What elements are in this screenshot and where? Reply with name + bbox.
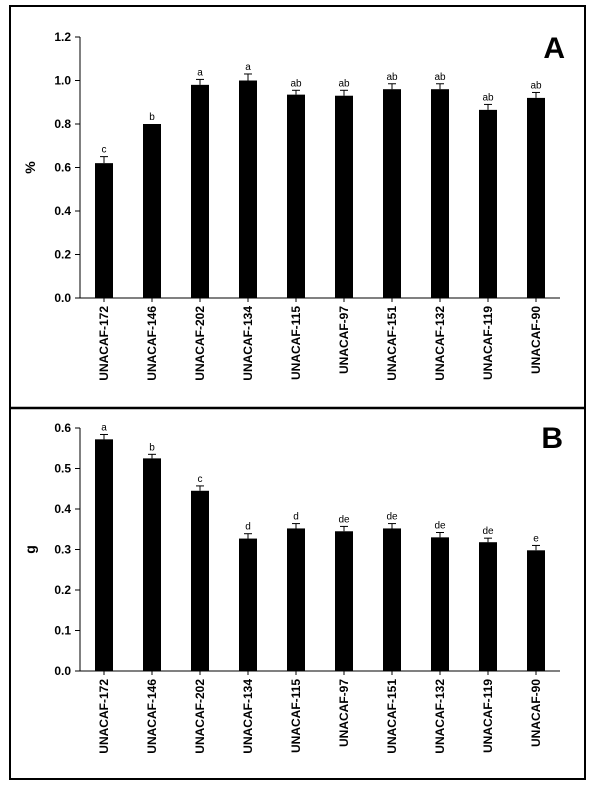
bar xyxy=(431,89,449,298)
category-label: UNACAF-146 xyxy=(145,306,159,381)
y-tick-label: 1.2 xyxy=(54,30,71,44)
significance-label: ab xyxy=(338,78,350,89)
category-label: UNACAF-134 xyxy=(241,679,255,754)
significance-label: d xyxy=(245,522,251,533)
y-tick-label: 0.1 xyxy=(54,624,71,638)
y-tick-label: 1.0 xyxy=(54,74,71,88)
bar xyxy=(383,89,401,298)
significance-label: a xyxy=(101,422,107,433)
category-label: UNACAF-172 xyxy=(97,306,111,381)
category-label: UNACAF-146 xyxy=(145,679,159,754)
significance-label: c xyxy=(198,474,203,485)
bar xyxy=(191,490,209,671)
bar xyxy=(95,163,113,298)
category-label: UNACAF-151 xyxy=(385,679,399,754)
significance-label: ab xyxy=(290,78,302,89)
category-label: UNACAF-132 xyxy=(433,679,447,754)
bar xyxy=(287,94,305,298)
category-label: UNACAF-97 xyxy=(337,306,351,374)
category-label: UNACAF-132 xyxy=(433,306,447,381)
y-tick-label: 0.0 xyxy=(54,664,71,678)
panel-b: 0.0 0.1 0.2 0.3 0.4 0.5 0.6 g Ba UNACAF-172 b UNACA… xyxy=(22,421,563,754)
category-label: UNACAF-90 xyxy=(529,306,543,374)
bar xyxy=(479,542,497,671)
bar xyxy=(143,458,161,671)
category-label: UNACAF-97 xyxy=(337,679,351,747)
significance-label: b xyxy=(149,112,155,123)
significance-label: a xyxy=(197,67,203,78)
y-tick-label: 0.8 xyxy=(54,117,71,131)
significance-label: c xyxy=(102,145,107,156)
category-label: UNACAF-172 xyxy=(97,679,111,754)
panel-a: 0.0 0.2 0.4 0.6 0.8 1.0 1.2% Ac UNACAF-172 b UNACA… xyxy=(22,30,565,381)
bar xyxy=(335,95,353,298)
bar xyxy=(191,84,209,298)
bar xyxy=(335,531,353,671)
significance-label: b xyxy=(149,442,155,453)
y-tick-label: 0.4 xyxy=(54,204,71,218)
y-axis-title: g xyxy=(22,545,38,554)
bar xyxy=(431,537,449,671)
significance-label: e xyxy=(533,533,539,544)
panel-a-frame xyxy=(9,5,586,409)
category-label: UNACAF-115 xyxy=(289,306,303,380)
bar xyxy=(479,109,497,298)
y-tick-label: 0.2 xyxy=(54,248,71,262)
significance-label: ab xyxy=(434,72,446,83)
bar xyxy=(143,124,161,298)
significance-label: d xyxy=(293,512,299,523)
bar xyxy=(239,538,257,671)
category-label: UNACAF-151 xyxy=(385,306,399,381)
significance-label: ab xyxy=(482,92,494,103)
category-label: UNACAF-119 xyxy=(481,679,495,753)
significance-label: de xyxy=(434,520,446,531)
panel-label: A xyxy=(543,32,565,65)
category-label: UNACAF-202 xyxy=(193,306,207,381)
y-tick-label: 0.3 xyxy=(54,543,71,557)
significance-label: ab xyxy=(530,80,542,91)
bar xyxy=(287,528,305,671)
y-tick-label: 0.4 xyxy=(54,502,71,516)
bar xyxy=(383,528,401,671)
category-label: UNACAF-119 xyxy=(481,306,495,380)
bar xyxy=(239,80,257,298)
y-tick-label: 0.5 xyxy=(54,462,71,476)
y-tick-label: 0.2 xyxy=(54,583,71,597)
significance-label: de xyxy=(482,526,494,537)
significance-label: ab xyxy=(386,72,398,83)
significance-label: de xyxy=(338,514,350,525)
y-tick-label: 0.6 xyxy=(54,161,71,175)
category-label: UNACAF-134 xyxy=(241,306,255,381)
bar xyxy=(95,439,113,671)
panel-label: B xyxy=(541,422,563,455)
category-label: UNACAF-90 xyxy=(529,679,543,747)
category-label: UNACAF-202 xyxy=(193,679,207,754)
category-label: UNACAF-115 xyxy=(289,679,303,753)
y-tick-label: 0.0 xyxy=(54,291,71,305)
bar xyxy=(527,550,545,671)
y-axis-title: % xyxy=(22,161,38,174)
significance-label: a xyxy=(245,62,251,73)
significance-label: de xyxy=(386,512,398,523)
bar xyxy=(527,97,545,299)
y-tick-label: 0.6 xyxy=(54,421,71,435)
